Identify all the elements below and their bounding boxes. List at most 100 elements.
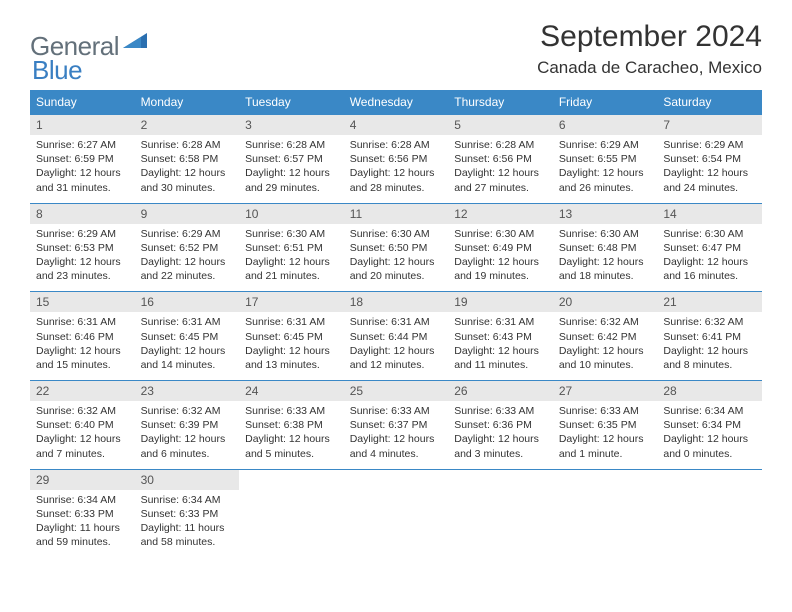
daylight-line1: Daylight: 12 hours bbox=[141, 344, 234, 358]
sunset-text: Sunset: 6:39 PM bbox=[141, 418, 234, 432]
logo-triangle-icon bbox=[123, 30, 147, 53]
day-number: 21 bbox=[657, 292, 762, 312]
daylight-line1: Daylight: 12 hours bbox=[454, 166, 547, 180]
day-info: Sunrise: 6:31 AMSunset: 6:45 PMDaylight:… bbox=[135, 312, 240, 380]
calendar-day-cell: 28Sunrise: 6:34 AMSunset: 6:34 PMDayligh… bbox=[657, 381, 762, 470]
day-number: 18 bbox=[344, 292, 449, 312]
sunrise-text: Sunrise: 6:27 AM bbox=[36, 138, 129, 152]
logo-word-blue-wrap: Blue bbox=[34, 55, 82, 86]
calendar-day-cell: 23Sunrise: 6:32 AMSunset: 6:39 PMDayligh… bbox=[135, 381, 240, 470]
daylight-line1: Daylight: 12 hours bbox=[36, 432, 129, 446]
day-info: Sunrise: 6:34 AMSunset: 6:33 PMDaylight:… bbox=[30, 490, 135, 558]
day-info: Sunrise: 6:30 AMSunset: 6:48 PMDaylight:… bbox=[553, 224, 658, 292]
day-info: Sunrise: 6:30 AMSunset: 6:49 PMDaylight:… bbox=[448, 224, 553, 292]
daylight-line1: Daylight: 12 hours bbox=[350, 344, 443, 358]
day-number: 30 bbox=[135, 470, 240, 490]
daylight-line2: and 19 minutes. bbox=[454, 269, 547, 283]
day-number: 26 bbox=[448, 381, 553, 401]
sunrise-text: Sunrise: 6:32 AM bbox=[141, 404, 234, 418]
daylight-line2: and 4 minutes. bbox=[350, 447, 443, 461]
day-number: 12 bbox=[448, 204, 553, 224]
daylight-line2: and 11 minutes. bbox=[454, 358, 547, 372]
daylight-line1: Daylight: 12 hours bbox=[350, 166, 443, 180]
day-number: 17 bbox=[239, 292, 344, 312]
day-number: 1 bbox=[30, 115, 135, 135]
day-info: Sunrise: 6:31 AMSunset: 6:43 PMDaylight:… bbox=[448, 312, 553, 380]
day-info: Sunrise: 6:31 AMSunset: 6:46 PMDaylight:… bbox=[30, 312, 135, 380]
day-info: Sunrise: 6:34 AMSunset: 6:34 PMDaylight:… bbox=[657, 401, 762, 469]
calendar-body: 1Sunrise: 6:27 AMSunset: 6:59 PMDaylight… bbox=[30, 115, 762, 558]
sunrise-text: Sunrise: 6:30 AM bbox=[663, 227, 756, 241]
sunset-text: Sunset: 6:43 PM bbox=[454, 330, 547, 344]
day-number: 4 bbox=[344, 115, 449, 135]
calendar-day-cell: 20Sunrise: 6:32 AMSunset: 6:42 PMDayligh… bbox=[553, 292, 658, 381]
sunrise-text: Sunrise: 6:31 AM bbox=[245, 315, 338, 329]
day-info: Sunrise: 6:29 AMSunset: 6:55 PMDaylight:… bbox=[553, 135, 658, 203]
daylight-line1: Daylight: 12 hours bbox=[141, 255, 234, 269]
day-number: 27 bbox=[553, 381, 658, 401]
dayhead-sunday: Sunday bbox=[30, 90, 135, 115]
day-number: 29 bbox=[30, 470, 135, 490]
day-info: Sunrise: 6:28 AMSunset: 6:57 PMDaylight:… bbox=[239, 135, 344, 203]
sunrise-text: Sunrise: 6:29 AM bbox=[663, 138, 756, 152]
daylight-line1: Daylight: 12 hours bbox=[141, 432, 234, 446]
dayhead-wednesday: Wednesday bbox=[344, 90, 449, 115]
calendar-day-cell bbox=[553, 469, 658, 557]
daylight-line2: and 13 minutes. bbox=[245, 358, 338, 372]
sunrise-text: Sunrise: 6:31 AM bbox=[141, 315, 234, 329]
day-info: Sunrise: 6:30 AMSunset: 6:50 PMDaylight:… bbox=[344, 224, 449, 292]
day-info: Sunrise: 6:32 AMSunset: 6:40 PMDaylight:… bbox=[30, 401, 135, 469]
day-info: Sunrise: 6:32 AMSunset: 6:39 PMDaylight:… bbox=[135, 401, 240, 469]
sunset-text: Sunset: 6:58 PM bbox=[141, 152, 234, 166]
daylight-line1: Daylight: 12 hours bbox=[36, 166, 129, 180]
calendar-day-cell: 10Sunrise: 6:30 AMSunset: 6:51 PMDayligh… bbox=[239, 203, 344, 292]
daylight-line2: and 22 minutes. bbox=[141, 269, 234, 283]
daylight-line2: and 16 minutes. bbox=[663, 269, 756, 283]
sunset-text: Sunset: 6:44 PM bbox=[350, 330, 443, 344]
sunset-text: Sunset: 6:56 PM bbox=[350, 152, 443, 166]
daylight-line2: and 1 minute. bbox=[559, 447, 652, 461]
dayhead-friday: Friday bbox=[553, 90, 658, 115]
day-number: 10 bbox=[239, 204, 344, 224]
daylight-line1: Daylight: 12 hours bbox=[36, 344, 129, 358]
daylight-line2: and 27 minutes. bbox=[454, 181, 547, 195]
daylight-line1: Daylight: 12 hours bbox=[454, 432, 547, 446]
daylight-line2: and 20 minutes. bbox=[350, 269, 443, 283]
sunset-text: Sunset: 6:41 PM bbox=[663, 330, 756, 344]
day-number: 22 bbox=[30, 381, 135, 401]
day-number: 3 bbox=[239, 115, 344, 135]
day-number: 23 bbox=[135, 381, 240, 401]
sunrise-text: Sunrise: 6:30 AM bbox=[559, 227, 652, 241]
day-info: Sunrise: 6:30 AMSunset: 6:47 PMDaylight:… bbox=[657, 224, 762, 292]
daylight-line2: and 0 minutes. bbox=[663, 447, 756, 461]
daylight-line1: Daylight: 12 hours bbox=[559, 344, 652, 358]
day-number: 5 bbox=[448, 115, 553, 135]
daylight-line2: and 14 minutes. bbox=[141, 358, 234, 372]
day-number: 2 bbox=[135, 115, 240, 135]
daylight-line2: and 58 minutes. bbox=[141, 535, 234, 549]
calendar-day-cell bbox=[448, 469, 553, 557]
day-info: Sunrise: 6:27 AMSunset: 6:59 PMDaylight:… bbox=[30, 135, 135, 203]
daylight-line1: Daylight: 11 hours bbox=[36, 521, 129, 535]
day-info: Sunrise: 6:30 AMSunset: 6:51 PMDaylight:… bbox=[239, 224, 344, 292]
sunrise-text: Sunrise: 6:33 AM bbox=[454, 404, 547, 418]
daylight-line2: and 59 minutes. bbox=[36, 535, 129, 549]
day-info: Sunrise: 6:28 AMSunset: 6:56 PMDaylight:… bbox=[344, 135, 449, 203]
daylight-line1: Daylight: 12 hours bbox=[454, 344, 547, 358]
daylight-line2: and 24 minutes. bbox=[663, 181, 756, 195]
daylight-line1: Daylight: 12 hours bbox=[559, 166, 652, 180]
calendar-day-cell: 22Sunrise: 6:32 AMSunset: 6:40 PMDayligh… bbox=[30, 381, 135, 470]
sunrise-text: Sunrise: 6:29 AM bbox=[559, 138, 652, 152]
calendar-day-cell: 17Sunrise: 6:31 AMSunset: 6:45 PMDayligh… bbox=[239, 292, 344, 381]
sunrise-text: Sunrise: 6:33 AM bbox=[559, 404, 652, 418]
daylight-line2: and 29 minutes. bbox=[245, 181, 338, 195]
day-number: 15 bbox=[30, 292, 135, 312]
sunset-text: Sunset: 6:57 PM bbox=[245, 152, 338, 166]
sunrise-text: Sunrise: 6:29 AM bbox=[141, 227, 234, 241]
sunrise-text: Sunrise: 6:28 AM bbox=[141, 138, 234, 152]
calendar-week-row: 8Sunrise: 6:29 AMSunset: 6:53 PMDaylight… bbox=[30, 203, 762, 292]
day-number: 7 bbox=[657, 115, 762, 135]
sunrise-text: Sunrise: 6:34 AM bbox=[36, 493, 129, 507]
day-number: 28 bbox=[657, 381, 762, 401]
daylight-line2: and 12 minutes. bbox=[350, 358, 443, 372]
